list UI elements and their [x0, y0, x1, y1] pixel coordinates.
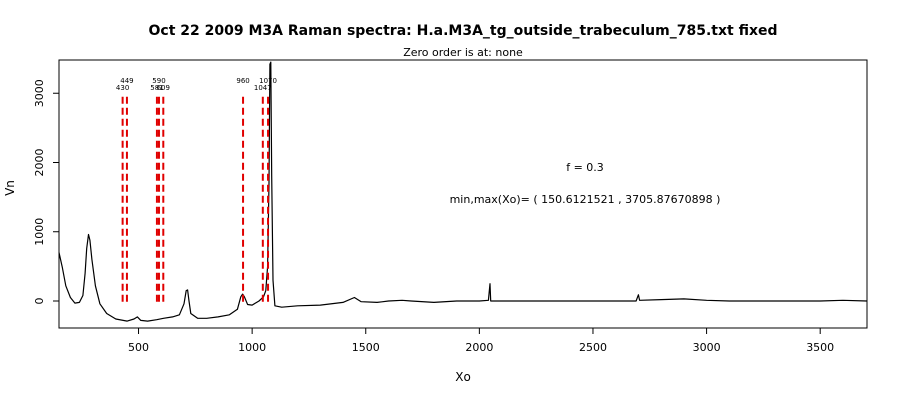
chart-title: Oct 22 2009 M3A Raman spectra: H.a.M3A_t… — [149, 23, 778, 39]
y-tick-label: 2000 — [33, 148, 46, 176]
spectrum-line — [58, 61, 867, 322]
y-axis: 0 1000 2000 3000 — [33, 79, 60, 304]
annotation-f: f = 0.3 — [566, 161, 604, 174]
peak-label: 960 — [236, 77, 249, 85]
peak-label: 449 — [120, 77, 133, 85]
peak-label: 581 — [150, 84, 163, 92]
x-tick-label: 1500 — [352, 341, 380, 354]
x-tick-label: 1000 — [238, 341, 266, 354]
y-tick-label: 3000 — [33, 79, 46, 107]
chart-subtitle: Zero order is at: none — [403, 46, 523, 59]
x-tick-label: 2000 — [465, 341, 493, 354]
x-tick-label: 3500 — [806, 341, 834, 354]
y-axis-label: Vn — [3, 180, 17, 196]
series-layer — [58, 61, 867, 322]
x-axis-label: Xo — [455, 370, 471, 384]
y-tick-label: 0 — [33, 297, 46, 304]
x-tick-label: 2500 — [579, 341, 607, 354]
peak-label: 609 — [157, 84, 170, 92]
peak-label: 1047 — [254, 84, 272, 92]
peak-label: 1070 — [259, 77, 277, 85]
x-tick-label: 500 — [128, 341, 149, 354]
peak-label: 430 — [116, 84, 129, 92]
annotation-minmax: min,max(Xo)= ( 150.6121521 , 3705.876708… — [450, 193, 721, 206]
peak-label: 590 — [152, 77, 165, 85]
x-axis: 500 1000 1500 2000 2500 3000 3500 — [128, 327, 834, 354]
x-tick-label: 3000 — [693, 341, 721, 354]
y-tick-label: 1000 — [33, 218, 46, 246]
